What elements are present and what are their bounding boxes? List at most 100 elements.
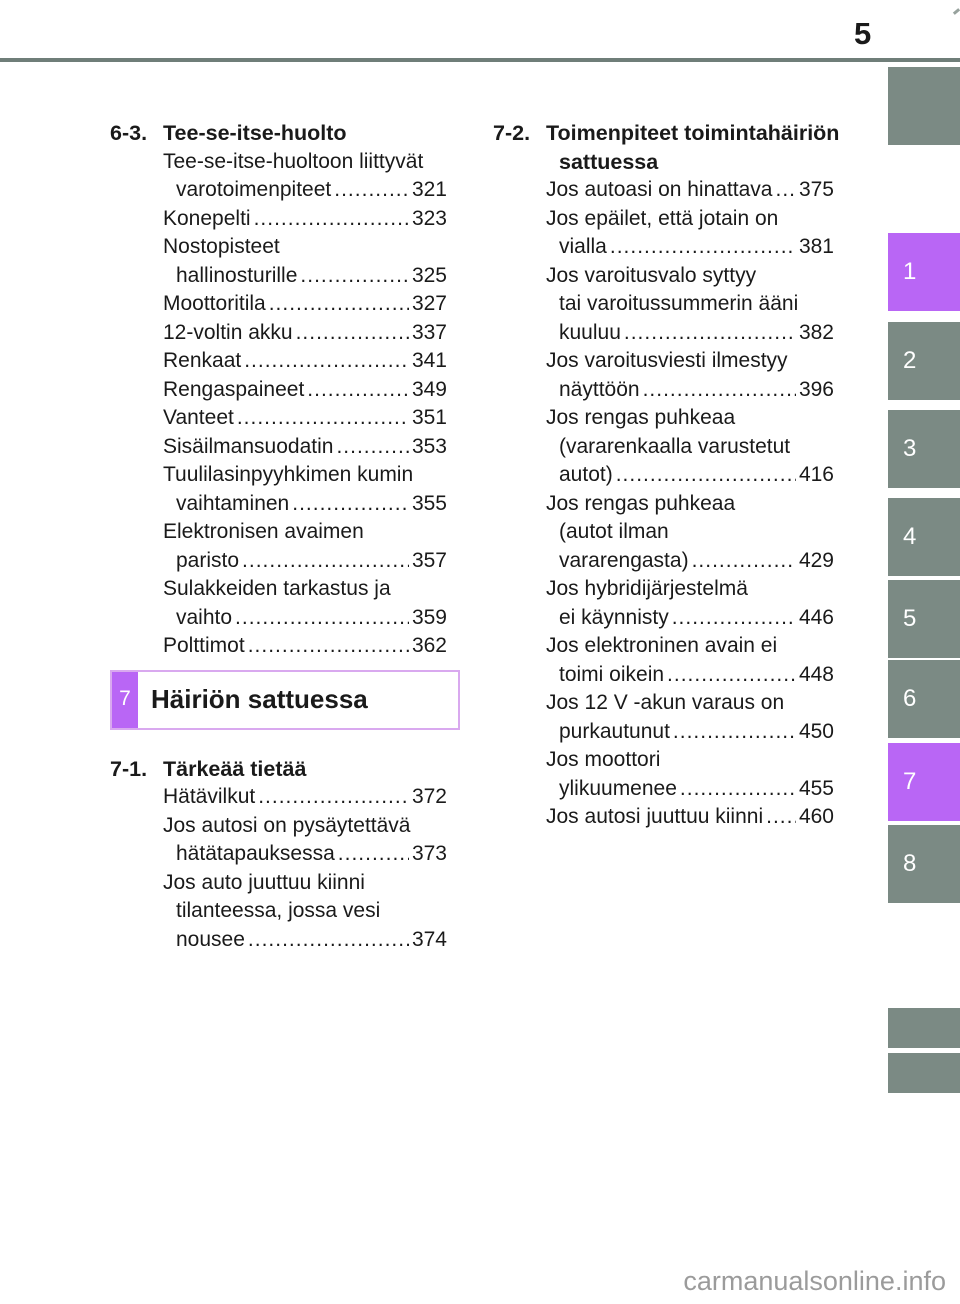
toc-entry-line: Jos varoitusviesti ilmestyy — [546, 349, 788, 372]
dot-leader: ........................................… — [691, 548, 796, 572]
toc-entry[interactable]: Renkaat.................................… — [110, 347, 447, 376]
section-title: Tee-se-itse-huolto — [163, 121, 347, 145]
toc-entry[interactable]: Sulakkeiden tarkastus ja vaihto..........… — [110, 575, 447, 632]
toc-entry-label: Rengaspaineet — [163, 377, 305, 401]
toc-entry[interactable]: Jos rengas puhkeaa (vararenkaalla varuste… — [493, 404, 834, 490]
page-number: 5 — [854, 16, 872, 51]
toc-entry-line: tilanteessa, jossa vesi — [176, 899, 381, 922]
toc-entry[interactable]: Jos epäilet, että jotain on vialla.......… — [493, 205, 834, 262]
toc-entry[interactable]: Jos varoitusvalo syttyy tai varoitussumme… — [493, 262, 834, 348]
toc-entry-line: Jos hybridijärjestelmä — [546, 577, 748, 600]
sidebar-tab-4[interactable]: 4 — [888, 498, 960, 576]
toc-entry-line: Jos varoitusvalo syttyy — [546, 263, 757, 287]
toc-entry-line: Jos moottori — [546, 748, 661, 771]
toc-entry-line: Jos elektroninen avain ei — [546, 634, 778, 657]
toc-entry[interactable]: Jos autosi juuttuu kiinni...............… — [493, 803, 834, 832]
toc-leader-line: autot)..................................… — [493, 461, 834, 490]
toc-entry-label: kuuluu — [559, 320, 621, 344]
section-title: Tärkeää tietää — [163, 756, 307, 781]
dot-leader: ........................................… — [672, 719, 796, 743]
toc-entry[interactable]: Jos auto juuttuu kiinni tilanteessa, joss… — [110, 869, 447, 955]
toc-leader-line: Konepelti...............................… — [110, 205, 447, 234]
toc-page-number: 382 — [798, 320, 834, 344]
sidebar-tab-6[interactable]: 6 — [888, 660, 960, 738]
toc-entry[interactable]: Jos moottori ylikuumenee.................… — [493, 746, 834, 803]
chapter-banner: 7 Häiriön sattuessa — [110, 669, 460, 730]
toc-leader-line: varotoimenpiteet........................… — [110, 176, 447, 205]
toc-entry[interactable]: Sisäilmansuodatin.......................… — [110, 433, 447, 462]
toc-entry[interactable]: Jos autoasi on hinattava................… — [493, 176, 834, 205]
toc-page-number: 396 — [798, 377, 834, 401]
toc-leader-line: Moottoritila............................… — [110, 290, 447, 319]
toc-entry[interactable]: Moottoritila............................… — [110, 290, 447, 319]
toc-entry-line: Jos autosi on pysäytettävä — [163, 813, 411, 837]
toc-entry-label: Jos autosi juuttuu kiinni — [546, 805, 764, 828]
dot-leader: ........................................… — [679, 776, 796, 800]
toc-page-number: 355 — [411, 491, 447, 515]
toc-entry[interactable]: Jos 12 V -akun varaus on purkautunut.....… — [493, 689, 834, 746]
section-title: Toimenpiteet toimintahäiriön — [546, 121, 840, 145]
toc-leader-line: Vanteet.................................… — [110, 404, 447, 433]
toc-entry[interactable]: Vanteet.................................… — [110, 404, 447, 433]
watermark-link[interactable]: carmanualsonline.info — [683, 1266, 946, 1296]
sidebar-tab-2[interactable]: 2 — [888, 322, 960, 400]
toc-entry-label: ei käynnisty — [559, 605, 669, 629]
sidebar-tab-label: 2 — [903, 347, 917, 374]
toc-entry-label: autot) — [559, 463, 613, 486]
dot-leader: ........................................… — [642, 377, 796, 401]
toc-page-number: 429 — [798, 548, 834, 572]
toc-page-number: 357 — [411, 548, 447, 572]
sidebar-tab-label: 3 — [903, 435, 917, 462]
corner-mark — [952, 8, 960, 15]
toc-entry[interactable]: Tuulilasinpyyhkimen kumin vaihtaminen....… — [110, 461, 447, 518]
toc-entry-line: Jos rengas puhkeaa — [546, 491, 736, 515]
sidebar-tab-label: 7 — [903, 768, 917, 795]
toc-entry[interactable]: Jos autosi on pysäytettävä hätätapauksess… — [110, 812, 447, 869]
toc-column-right: 7-2. Toimenpiteet toimintahäiriön sattuess… — [493, 119, 839, 832]
dot-leader: ........................................… — [236, 406, 409, 429]
toc-entry-line: Nostopisteet — [163, 235, 280, 258]
sidebar-tab-label: 5 — [903, 605, 917, 632]
toc-entry[interactable]: Konepelti...............................… — [110, 205, 447, 234]
toc-entry[interactable]: Elektronisen avaimen paristo.............… — [110, 518, 447, 575]
toc-entry[interactable]: Rengaspaineet...........................… — [110, 376, 447, 405]
sidebar-tab-8[interactable]: 8 — [888, 825, 960, 903]
dot-leader: ........................................… — [295, 320, 409, 344]
toc-entry[interactable]: Tee-se-itse-huoltoon liittyvät varotoimen… — [110, 148, 447, 205]
dot-leader: ........................................… — [337, 842, 409, 865]
toc-entry[interactable]: Jos hybridijärjestelmä ei käynnisty......… — [493, 575, 834, 632]
toc-entry[interactable]: Jos varoitusviesti ilmestyy näyttöön.....… — [493, 347, 834, 404]
toc-entry[interactable]: Jos rengas puhkeaa (autot ilman vararengas… — [493, 490, 834, 576]
toc-entry[interactable]: Polttimot...............................… — [110, 632, 447, 661]
toc-entry-line: Jos epäilet, että jotain on — [546, 206, 779, 230]
toc-leader-line: vialla..................................… — [493, 233, 834, 262]
section-heading: 7-1. Tärkeää tietää — [110, 755, 447, 784]
dot-leader: ........................................… — [253, 206, 409, 230]
header-divider — [0, 58, 960, 62]
toc-entry-line: (vararenkaalla varustetut — [559, 434, 791, 458]
sidebar-tab-3[interactable]: 3 — [888, 410, 960, 488]
toc-entry[interactable]: Nostopisteet hallinosturille.............… — [110, 233, 447, 290]
dot-leader: ........................................… — [292, 491, 409, 515]
toc-entry-label: Konepelti — [163, 206, 251, 230]
dot-leader: ........................................… — [268, 292, 409, 315]
toc-entry[interactable]: Hätävilkut..............................… — [110, 783, 447, 812]
toc-leader-line: hätätapauksessa.........................… — [110, 840, 447, 869]
sidebar-bottom-box-2 — [888, 1053, 960, 1093]
toc-page-number: 353 — [411, 434, 447, 458]
toc-entry[interactable]: 12-voltin akku..........................… — [110, 319, 447, 348]
toc-leader-line: vaihtaminen.............................… — [110, 490, 447, 519]
dot-leader: ........................................… — [334, 178, 409, 201]
sidebar-tab-1[interactable]: 1 — [888, 233, 960, 311]
sidebar-bottom-box-1 — [888, 1008, 960, 1048]
toc-leader-line: kuuluu..................................… — [493, 319, 834, 348]
toc-entry[interactable]: Jos elektroninen avain ei toimi oikein...… — [493, 632, 834, 689]
toc-page-number: 321 — [411, 178, 447, 201]
section-number: 7-1. — [110, 756, 148, 781]
sidebar-tab-5[interactable]: 5 — [888, 580, 960, 658]
toc-page-number: 341 — [411, 349, 447, 372]
toc-page-number: 448 — [798, 662, 834, 686]
toc-page-number: 455 — [798, 776, 834, 800]
sidebar-tab-7[interactable]: 7 — [888, 743, 960, 821]
